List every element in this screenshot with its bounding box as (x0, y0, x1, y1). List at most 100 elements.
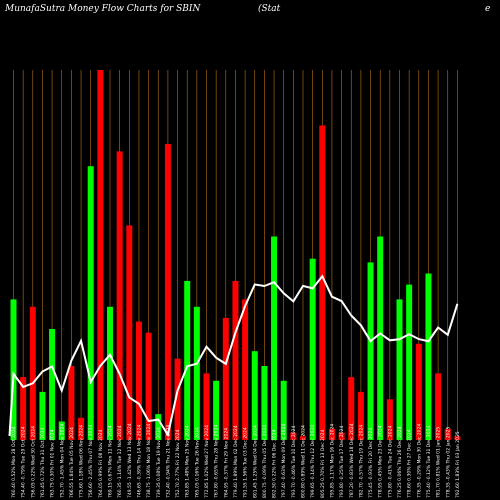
chart-title-right: e (485, 4, 490, 14)
x-tick-label: 746.65 -0.39% Thu 14 Nov 2024 (136, 425, 142, 498)
x-tick-label: 778.95 0.45% Mon 23 Dec 2024 (378, 425, 384, 498)
money-flow-bar (425, 273, 432, 440)
x-tick-label: 791.55 1.56% Tue 03 Dec 2024 (243, 427, 249, 498)
x-tick-label: 802.50 0.22% Fri 06 Dec 2024 (272, 429, 278, 498)
x-tick-label: 756.60 -2.45% Thu 07 Nov 2024 (88, 425, 94, 498)
x-tick-label: 776.35 -0.29% Mon 30 Dec 2024 (416, 424, 422, 498)
price-line (8, 274, 459, 438)
x-tick-label: 792.60 1.83% Fri 03 Jan 2025 (455, 431, 461, 498)
x-tick-label: 766.55 1.84% Tue 05 Nov 2024 (69, 427, 75, 498)
money-flow-bar (261, 366, 268, 440)
x-tick-label: 763.85 1.48% Mon 25 Nov 2024 (185, 425, 191, 498)
money-flow-bar (406, 284, 413, 440)
money-flow-bar (58, 421, 65, 440)
money-flow-bar (271, 236, 278, 440)
money-flow-bar (213, 380, 220, 440)
money-flow-bar (454, 436, 461, 440)
chart-title-mid: (Stat (258, 3, 281, 14)
x-tick-label: 739.35 0.08% Tue 19 Nov 2024 (156, 427, 162, 498)
x-tick-label: 764.05 0.99% Fri 08 Nov 2024 (98, 429, 104, 498)
chart-title: MunafaSutra Money Flow Charts for SBIN (4, 4, 201, 14)
money-flow-bar (251, 351, 258, 440)
money-flow-bar (280, 380, 287, 440)
x-tick-label: 795.85 -1.17% Mon 16 Dec 2024 (329, 424, 335, 498)
money-flow-bar (309, 258, 316, 440)
x-tick-label: 793.70 -0.46% Tue 10 Dec 2024 (291, 425, 297, 498)
x-tick-label: 776.25 0.06% Thu 26 Dec 2024 (397, 426, 403, 498)
money-flow-bar (222, 317, 229, 440)
money-flow-bar (39, 391, 46, 440)
money-flow-bar (78, 417, 85, 440)
money-flow-bar (435, 373, 442, 440)
money-flow-bar (174, 358, 181, 440)
money-flow-bar (49, 329, 56, 440)
money-flow-bar (357, 391, 364, 440)
money-flow-bar (232, 280, 239, 440)
money-flow-bar (29, 306, 36, 440)
money-flow-bar (300, 436, 306, 440)
money-flow-bar (338, 432, 345, 440)
money-flow-bar (203, 373, 210, 440)
money-flow-bar (97, 70, 104, 440)
x-tick-label: 767.80 -0.65% Thu 28 Nov 2024 (214, 425, 220, 498)
money-flow-bar (155, 414, 162, 440)
money-flow-bar (242, 299, 249, 440)
x-tick-label: 779.40 1.89% Mon 02 Dec 2024 (233, 425, 239, 498)
money-flow-bar (290, 432, 297, 440)
x-tick-label: 805.25 0.70% Fri 13 Dec 2024 (320, 429, 326, 498)
x-tick-label: 765.05 0.16% Tue 26 Nov 2024 (194, 427, 200, 498)
money-flow-bar (386, 399, 393, 440)
x-tick-label: 778.60 0.30% Fri 27 Dec 2024 (407, 429, 413, 498)
x-tick-label: 738.75 -1.06% Mon 18 Nov 2024 (146, 424, 152, 498)
money-flow-bar (107, 306, 113, 440)
x-tick-label: 800.75 -0.09% Thu 05 Dec 2024 (262, 425, 268, 498)
x-tick-label: 760.35 -1.14% Tue 12 Nov 2024 (117, 425, 123, 498)
money-flow-bar (415, 343, 422, 440)
x-tick-label: 782.70 -0.57% Thu 19 Dec 2024 (358, 425, 364, 498)
x-tick-label: 775.45 -0.93% Fri 20 Dec 2024 (368, 428, 374, 498)
x-tick-label: 760.40 0.52% Mon 28 Oct 2024 (11, 426, 17, 498)
x-tick-label: 781.70 0.81% Wed 01 Jan 2025 (436, 427, 442, 498)
x-tick-label: 732.40 -0.94% Thu 21 Nov 2024 (165, 425, 171, 498)
money-flow-bar (20, 377, 27, 440)
money-flow-bar (10, 299, 17, 440)
money-flow-bar (145, 332, 152, 440)
money-flow-bar (377, 236, 384, 440)
x-tick-label: 749.55 -1.42% Wed 13 Nov 2024 (127, 423, 133, 498)
money-flow-bar (328, 428, 335, 440)
x-tick-label: 764.95 -0.37% Fri 29 Nov 2024 (223, 428, 229, 498)
x-tick-label: 800.80 0.89% Wed 11 Dec 2024 (301, 425, 307, 498)
money-flow-bar (319, 125, 326, 440)
x-tick-label: 772.85 1.02% Wed 27 Nov 2024 (204, 425, 210, 498)
money-flow-bar (184, 280, 191, 440)
money-flow-bar (396, 299, 403, 440)
x-tick-label: 801.45 1.25% Wed 04 Dec 2024 (252, 425, 258, 498)
money-flow-bar (116, 151, 123, 440)
x-tick-label: 752.70 2.77% Fri 22 Nov 2024 (175, 429, 181, 498)
money-flow-bar (68, 366, 75, 440)
bars (10, 70, 461, 440)
x-tick-label: 787.20 -0.83% Wed 18 Dec 2024 (349, 423, 355, 498)
x-tick-label: 775.60 1.18% Wed 06 Nov 2024 (79, 425, 85, 498)
x-tick-label: 775.40 -0.12% Tue 31 Dec 2024 (426, 425, 432, 498)
x-tick-label: 799.65 -0.14% Thu 12 Dec 2024 (310, 425, 316, 498)
money-flow-bar (126, 225, 133, 440)
money-flow-bar (164, 144, 171, 440)
money-flow-bar (87, 166, 94, 440)
x-tick-label: 754.40 -0.79% Tue 29 Oct 2024 (21, 426, 27, 498)
money-flow-bar (348, 377, 355, 440)
money-flow-bar (367, 262, 374, 440)
x-tick-label: 752.70 -1.45% Mon 04 Nov 2024 (59, 424, 65, 498)
x-tick-labels: 760.40 0.52% Mon 28 Oct 2024 754.40 -0.79… (11, 423, 461, 498)
money-flow-bar (444, 428, 451, 440)
money-flow-bar (193, 306, 200, 440)
x-tick-label: 769.15 0.67% Mon 11 Nov 2024 (108, 425, 114, 498)
x-tick-label: 778.35 -0.43% Thu 02 Jan 2025 (445, 426, 451, 498)
x-tick-label: 761.45 0.72% Thu 31 Oct 2024 (40, 427, 46, 498)
money-flow-bar (135, 321, 142, 440)
x-tick-label: 793.80 -0.25% Tue 17 Dec 2024 (339, 425, 345, 498)
x-tick-label: 763.75 0.30% Fri 01 Nov 2024 (50, 429, 56, 498)
x-tick-label: 797.40 -0.63% Mon 09 Dec 2024 (281, 424, 287, 498)
x-tick-label: 775.80 -0.41% Tue 24 Dec 2024 (387, 425, 393, 498)
